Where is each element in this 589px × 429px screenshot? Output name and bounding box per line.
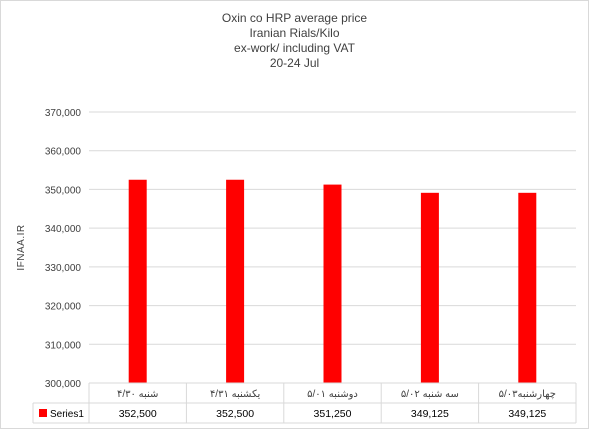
y-tick-label: 340,000 <box>45 224 82 235</box>
bar <box>518 192 537 383</box>
y-tick-label: 320,000 <box>45 302 82 313</box>
legend-series-label: Series1 <box>50 409 84 420</box>
y-tick-label: 360,000 <box>45 147 82 158</box>
y-tick-label: 300,000 <box>45 379 82 390</box>
bar <box>323 184 342 383</box>
x-category-label: یکشنبه ۴/۳۱ <box>210 389 261 400</box>
chart-title-line-2: Iranian Rials/Kilo <box>249 26 340 40</box>
data-value-label: 349,125 <box>508 408 546 420</box>
legend-swatch <box>39 409 47 417</box>
x-category-label: شنبه ۴/۳۰ <box>117 389 158 400</box>
bar <box>420 192 439 383</box>
y-tick-label: 350,000 <box>45 185 82 196</box>
bar <box>128 179 147 383</box>
bar <box>226 179 245 383</box>
x-category-label: سه شنبه ۵/۰۲ <box>401 389 459 400</box>
data-value-label: 352,500 <box>119 408 157 420</box>
chart-title-line-1: Oxin co HRP average price <box>221 11 368 25</box>
y-axis-label: IFNAA.IR <box>16 224 27 270</box>
data-value-label: 352,500 <box>216 408 254 420</box>
chart-title-line-3: ex-work/ including VAT <box>234 41 355 55</box>
data-value-label: 351,250 <box>314 408 352 420</box>
x-category-label: دوشنبه ۵/۰۱ <box>307 389 358 400</box>
y-tick-label: 330,000 <box>45 263 82 274</box>
y-tick-label: 310,000 <box>45 340 82 351</box>
y-tick-label: 370,000 <box>45 108 82 119</box>
data-value-label: 349,125 <box>411 408 449 420</box>
chart-title-line-4: 20-24 Jul <box>269 56 320 70</box>
x-category-label: چهارشنبه۵/۰۳ <box>499 389 556 400</box>
